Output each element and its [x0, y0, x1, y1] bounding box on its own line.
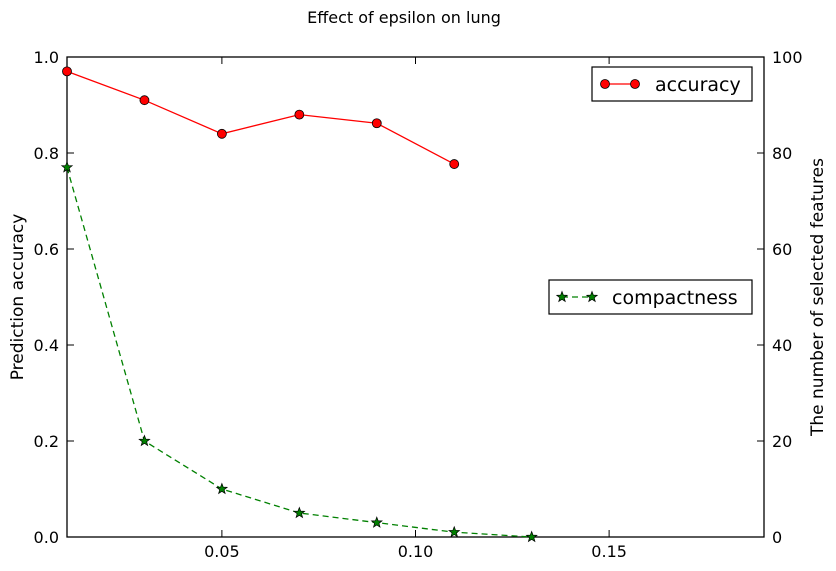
series-compactness — [60, 160, 538, 543]
series-line-compactness — [66, 167, 532, 538]
series-layer — [60, 66, 538, 543]
data-point-compactness — [215, 482, 229, 495]
y-tick-label-right: 40 — [772, 336, 792, 355]
x-tick-label: 0.10 — [398, 542, 434, 561]
data-point-accuracy — [449, 159, 460, 169]
legend-marker — [555, 290, 569, 303]
data-point-compactness — [60, 160, 74, 173]
legend-label: compactness — [612, 287, 738, 309]
y-tick-label-right: 80 — [772, 144, 792, 163]
data-point-accuracy — [294, 109, 305, 120]
data-point-accuracy — [62, 66, 72, 77]
data-point-compactness — [370, 516, 383, 528]
legend-compactness: compactness — [548, 279, 753, 315]
x-tick-label: 0.15 — [591, 542, 627, 561]
data-point-compactness — [138, 434, 151, 447]
y-tick-label-left: 1.0 — [34, 48, 59, 67]
y-tick-label-left: 0.2 — [34, 432, 59, 451]
series-accuracy — [62, 66, 460, 169]
y-axis-left-label: Prediction accuracy — [8, 214, 28, 381]
y-tick-label-left: 0.6 — [34, 240, 59, 259]
y-tick-label-right: 60 — [772, 240, 792, 259]
chart-title: Effect of epsilon on lung — [307, 8, 501, 27]
legend-marker — [600, 79, 610, 89]
data-point-accuracy — [216, 128, 227, 139]
legend-marker — [585, 290, 599, 303]
legend-accuracy: accuracy — [591, 66, 753, 102]
data-point-accuracy — [371, 118, 382, 129]
legend-marker — [630, 79, 640, 89]
data-point-compactness — [293, 506, 306, 519]
y-tick-label-left: 0.8 — [34, 144, 59, 163]
y-tick-label-right: 100 — [772, 48, 803, 67]
y-tick-label-right: 0 — [772, 528, 782, 547]
y-tick-label-left: 0.4 — [34, 336, 59, 355]
x-tick-label: 0.05 — [204, 542, 240, 561]
data-point-accuracy — [139, 95, 150, 106]
plot-area: 0.05 0.10 0.15 0.0 0.2 0.4 0.6 0.8 1.0 0 20 40 60 80 1… — [34, 48, 803, 561]
data-point-compactness — [448, 525, 461, 538]
y-tick-label-right: 20 — [772, 432, 792, 451]
legend-label: accuracy — [655, 74, 741, 96]
legend-layer: accuracy compactness — [548, 66, 753, 315]
y-axis-right-label: The number of selected features — [808, 158, 828, 437]
series-line-accuracy — [66, 70, 455, 165]
data-point-compactness — [525, 530, 538, 543]
y-tick-label-left: 0.0 — [34, 528, 59, 547]
